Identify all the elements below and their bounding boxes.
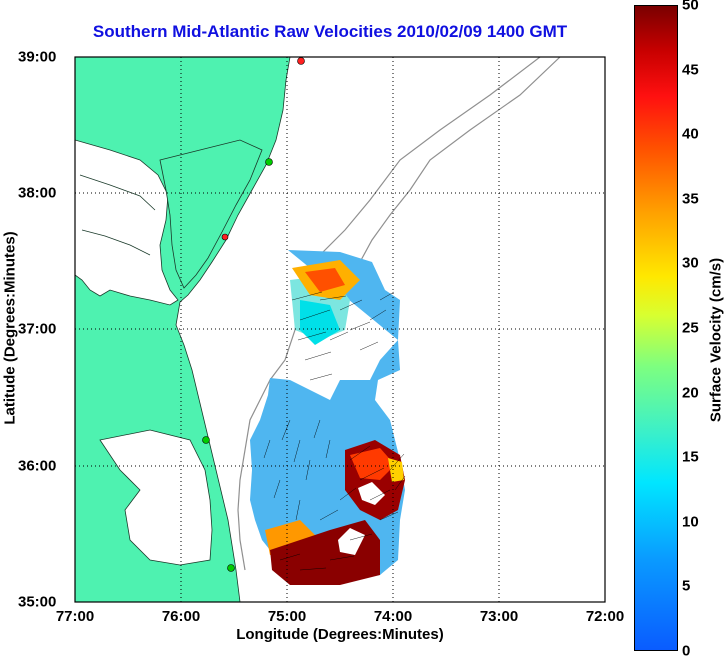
- station-marker-green: [203, 437, 210, 444]
- colorbar-tick-label: 5: [682, 578, 690, 595]
- colorbar-tick-label: 0: [682, 643, 690, 660]
- station-marker-green: [228, 565, 235, 572]
- y-tick-label: 39:00: [18, 49, 56, 66]
- y-tick-label: 37:00: [18, 321, 56, 338]
- y-tick-label: 35:00: [18, 594, 56, 611]
- station-marker-red: [298, 58, 305, 65]
- x-tick-label: 77:00: [56, 608, 94, 625]
- colorbar-tick-label: 25: [682, 320, 699, 337]
- colorbar-tick-label: 45: [682, 62, 699, 79]
- colorbar-tick-label: 15: [682, 449, 699, 466]
- colorbar-tick-label: 20: [682, 385, 699, 402]
- colorbar-tick-label: 10: [682, 514, 699, 531]
- y-axis-label: Latitude (Degrees:Minutes): [2, 231, 19, 424]
- x-tick-label: 74:00: [374, 608, 412, 625]
- x-tick-label: 72:00: [586, 608, 624, 625]
- y-tick-label: 38:00: [18, 185, 56, 202]
- station-marker-green: [266, 159, 273, 166]
- colorbar-tick-label: 30: [682, 255, 699, 272]
- x-tick-label: 73:00: [480, 608, 518, 625]
- colorbar-tick-label: 50: [682, 0, 699, 14]
- figure-title: Southern Mid-Atlantic Raw Velocities 201…: [0, 22, 660, 42]
- x-axis-label: Longitude (Degrees:Minutes): [75, 626, 605, 643]
- station-marker-red: [222, 234, 228, 240]
- colorbar: [634, 5, 678, 651]
- y-tick-label: 36:00: [18, 458, 56, 475]
- x-tick-label: 76:00: [162, 608, 200, 625]
- colorbar-tick-label: 35: [682, 191, 699, 208]
- colorbar-label: Surface Velocity (cm/s): [708, 258, 724, 422]
- x-tick-label: 75:00: [268, 608, 306, 625]
- colorbar-tick-label: 40: [682, 126, 699, 143]
